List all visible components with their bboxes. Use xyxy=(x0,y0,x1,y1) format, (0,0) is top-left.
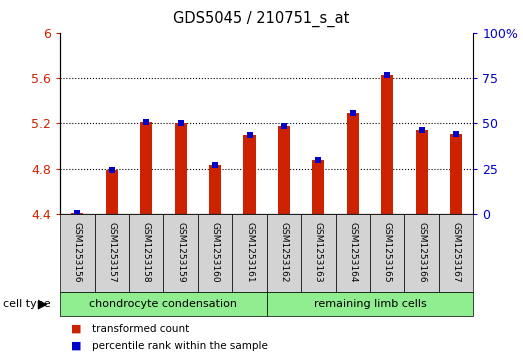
Bar xyxy=(198,214,232,292)
Text: GSM1253163: GSM1253163 xyxy=(314,222,323,283)
Bar xyxy=(129,214,163,292)
Text: GSM1253161: GSM1253161 xyxy=(245,222,254,283)
Bar xyxy=(278,126,290,214)
Text: percentile rank within the sample: percentile rank within the sample xyxy=(92,340,267,351)
Bar xyxy=(163,214,198,292)
Bar xyxy=(71,213,83,214)
Text: GSM1253166: GSM1253166 xyxy=(417,222,426,283)
Bar xyxy=(450,134,462,214)
Text: ■: ■ xyxy=(71,323,81,334)
Text: GSM1253167: GSM1253167 xyxy=(451,222,461,283)
Text: GSM1253164: GSM1253164 xyxy=(348,222,357,282)
Bar xyxy=(267,292,473,316)
Bar xyxy=(60,292,267,316)
Text: transformed count: transformed count xyxy=(92,323,189,334)
Bar xyxy=(140,122,152,214)
Bar xyxy=(232,214,267,292)
Text: GSM1253156: GSM1253156 xyxy=(73,222,82,283)
Text: ▶: ▶ xyxy=(38,298,47,310)
Text: GSM1253160: GSM1253160 xyxy=(211,222,220,283)
Bar xyxy=(416,130,428,214)
Bar xyxy=(244,135,256,214)
Text: GSM1253162: GSM1253162 xyxy=(279,222,289,282)
Bar xyxy=(175,123,187,214)
Bar xyxy=(312,160,324,214)
Text: GSM1253165: GSM1253165 xyxy=(383,222,392,283)
Bar xyxy=(267,214,301,292)
Bar xyxy=(60,214,95,292)
Text: chondrocyte condensation: chondrocyte condensation xyxy=(89,299,237,309)
Bar xyxy=(439,214,473,292)
Text: remaining limb cells: remaining limb cells xyxy=(314,299,426,309)
Bar xyxy=(106,170,118,214)
Text: GSM1253159: GSM1253159 xyxy=(176,222,185,283)
Text: GSM1253157: GSM1253157 xyxy=(107,222,116,283)
Bar xyxy=(301,214,336,292)
Text: ■: ■ xyxy=(71,340,81,351)
Bar xyxy=(209,166,221,214)
Bar xyxy=(95,214,129,292)
Bar xyxy=(381,75,393,214)
Bar xyxy=(370,214,404,292)
Text: GDS5045 / 210751_s_at: GDS5045 / 210751_s_at xyxy=(173,11,350,27)
Bar xyxy=(404,214,439,292)
Bar xyxy=(336,214,370,292)
Bar xyxy=(347,113,359,214)
Text: cell type: cell type xyxy=(3,299,50,309)
Text: GSM1253158: GSM1253158 xyxy=(142,222,151,283)
